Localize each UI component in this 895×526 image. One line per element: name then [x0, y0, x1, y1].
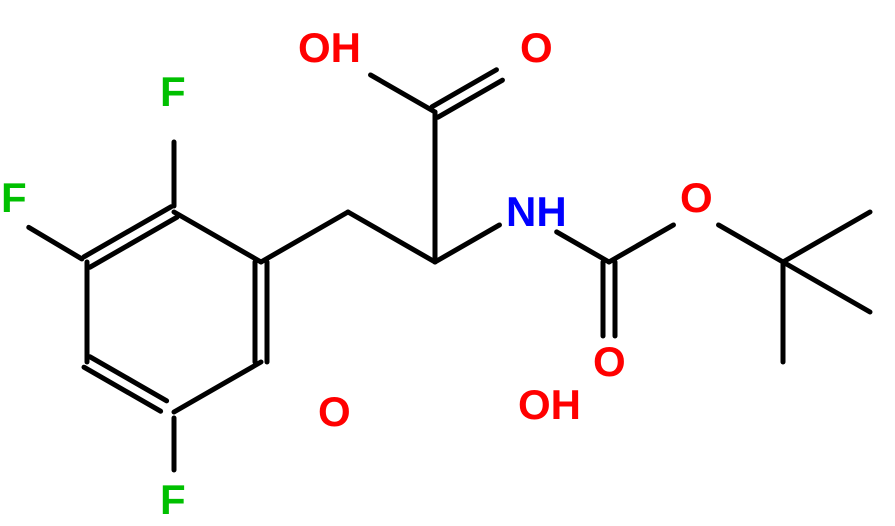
atom-o: O	[593, 338, 626, 385]
atom-o: O	[318, 388, 351, 435]
bond	[371, 75, 435, 112]
atom-nh: NH	[506, 188, 567, 235]
bond	[783, 212, 870, 262]
bond	[609, 225, 673, 262]
atom-oh: OH	[518, 381, 581, 428]
bond	[557, 232, 609, 262]
bond	[348, 212, 435, 262]
atom-f: F	[160, 476, 186, 523]
atom-oh: OH	[298, 24, 361, 71]
bond	[84, 207, 171, 257]
bond	[90, 217, 177, 267]
bond	[174, 212, 261, 262]
bond	[719, 225, 783, 262]
atom-o: O	[680, 174, 713, 221]
bond	[174, 362, 261, 412]
bond	[783, 262, 870, 312]
atom-o: O	[520, 24, 553, 71]
bond	[261, 212, 348, 262]
atom-f: F	[160, 68, 186, 115]
atom-f: F	[1, 174, 27, 221]
bond	[435, 225, 499, 262]
molecule-diagram: F F F O OH NH O O O OH	[0, 0, 895, 526]
bond	[29, 227, 82, 259]
